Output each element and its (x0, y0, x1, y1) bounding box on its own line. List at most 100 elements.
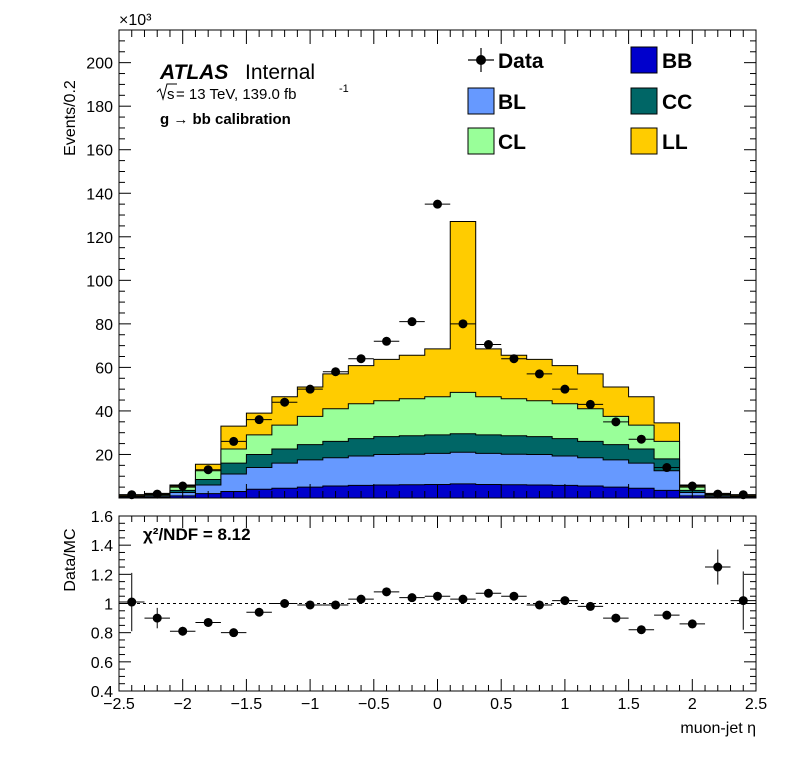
data-point (611, 417, 621, 427)
y-tick-label: 80 (95, 317, 113, 334)
ratio-point (127, 597, 137, 607)
y-tick-label: 200 (86, 56, 113, 73)
x-axis-label: muon-jet η (680, 720, 756, 737)
x-tick-label: 0.5 (490, 696, 512, 713)
y-tick-label: 100 (86, 273, 113, 290)
x-tick-label: 0 (433, 696, 442, 713)
ratio-point (203, 617, 213, 627)
data-point (254, 415, 264, 425)
ratio-y-tick-label: 0.4 (91, 684, 113, 701)
ratio-point (178, 626, 188, 636)
ratio-point (636, 625, 646, 635)
legend-cc: CC (630, 87, 692, 115)
legend-label-data: Data (498, 50, 544, 73)
x-tick-label: 2 (688, 696, 697, 713)
ratio-y-tick-label: 1.6 (91, 509, 113, 526)
ratio-point (305, 600, 315, 610)
y-tick-label: 160 (86, 143, 113, 160)
ratio-point (611, 613, 621, 623)
data-point (458, 319, 468, 329)
ratio-point (687, 619, 697, 629)
data-point (534, 369, 544, 379)
ratio-y-tick-label: 1 (104, 597, 113, 614)
data-point (331, 367, 341, 377)
stacked-histogram (118, 221, 757, 499)
data-point (483, 340, 493, 350)
x-tick-label: 1 (560, 696, 569, 713)
y-tick-label: 120 (86, 230, 113, 247)
ratio-point (483, 588, 493, 598)
lower-axes: 0.4 0.6 0.8 1 1.2 1.4 1.6 −2.5 −2 −1.5 −1 −0.5 0 0.5 1… (91, 509, 767, 713)
ratio-point (509, 591, 519, 601)
data-point (356, 354, 366, 364)
ratio-points (119, 549, 756, 638)
y-tick-label: 20 (95, 447, 113, 464)
data-point (433, 199, 442, 209)
ratio-point (458, 594, 468, 604)
atlas-label: ATLAS (159, 61, 228, 84)
legend: Data BL CL BB CC LL (467, 46, 692, 155)
ratio-point (433, 591, 442, 601)
y-tick-label: 180 (86, 99, 113, 116)
data-point (560, 384, 570, 394)
ratio-point (738, 596, 748, 606)
data-point (382, 336, 392, 346)
legend-ll: LL (630, 127, 688, 155)
legend-cl: CL (467, 127, 526, 155)
ratio-y-tick-label: 0.8 (91, 626, 113, 643)
ratio-y-tick-label: 0.6 (91, 655, 113, 672)
ratio-point (254, 607, 264, 617)
data-point (280, 397, 290, 407)
energy-sqrt-s: s (167, 86, 175, 103)
y-axis-label: Events/0.2 (62, 80, 79, 156)
legend-data: Data (468, 48, 544, 73)
ratio-point (280, 599, 290, 608)
energy-exponent: -1 (339, 83, 349, 95)
x-tick-label: 2.5 (745, 696, 767, 713)
legend-label-bl: BL (498, 91, 526, 114)
data-point (305, 384, 315, 394)
ratio-point (407, 593, 417, 603)
ratio-y-tick-label: 1.4 (91, 538, 113, 555)
x-tick-label: −2 (174, 696, 192, 713)
ratio-y-tick-label: 1.2 (91, 567, 113, 584)
data-point (509, 354, 519, 364)
legend-bl: BL (467, 87, 526, 115)
ratio-y-axis-label: Data/MC (62, 528, 79, 591)
ratio-point (382, 587, 392, 597)
ratio-point (713, 562, 723, 572)
y-tick-label: 40 (95, 404, 113, 421)
x-tick-label: −0.5 (358, 696, 390, 713)
ratio-point (585, 601, 595, 611)
legend-bb: BB (630, 46, 692, 74)
ratio-point (229, 628, 239, 638)
selection-label: g → bb calibration (160, 111, 291, 128)
ratio-point (331, 600, 341, 610)
ratio-point (560, 596, 570, 606)
y-tick-label: 60 (95, 360, 113, 377)
data-point (585, 399, 595, 409)
ratio-point (152, 613, 162, 623)
data-point (407, 317, 417, 327)
sqrt-icon (156, 83, 177, 101)
atlas-status: Internal (245, 61, 315, 84)
y-tick-label: 140 (86, 186, 113, 203)
x-tick-label: −1 (301, 696, 319, 713)
legend-label-ll: LL (662, 131, 688, 154)
y-multiplier: ×10³ (119, 12, 152, 29)
x-tick-label: −2.5 (103, 696, 135, 713)
ratio-point (662, 610, 672, 620)
chi2-label: χ²/NDF = 8.12 (143, 525, 251, 544)
data-point (229, 436, 239, 446)
upper-axes: 20 40 60 80 100 120 140 160 180 200 (86, 30, 757, 498)
data-point (662, 463, 672, 473)
x-tick-label: 1.5 (617, 696, 639, 713)
legend-label-bb: BB (662, 50, 692, 73)
legend-label-cc: CC (662, 91, 692, 114)
legend-label-cl: CL (498, 131, 526, 154)
energy-label: = 13 TeV, 139.0 fb (176, 86, 297, 103)
data-point (636, 434, 646, 444)
ratio-point (534, 600, 544, 610)
data-point (203, 465, 213, 475)
